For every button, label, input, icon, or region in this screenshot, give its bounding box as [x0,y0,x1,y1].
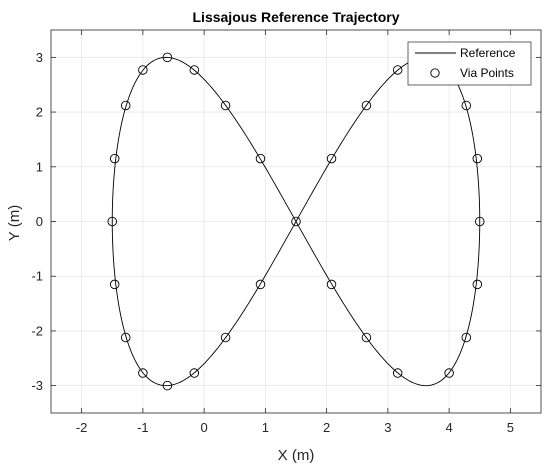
y-tick-label: -1 [31,269,43,284]
via-point-marker [220,332,231,343]
x-tick-label: 5 [507,420,514,435]
via-point-marker [162,52,173,63]
via-point-marker [361,100,372,111]
via-point-marker [138,368,148,378]
via-point-marker [444,368,454,378]
via-point-marker [162,380,173,391]
via-point-marker [461,332,472,343]
via-point-marker [461,100,472,111]
x-tick-label: 3 [384,420,391,435]
legend-label-reference: Reference [460,46,516,60]
legend-marker-swatch [430,68,440,78]
legend: Reference Via Points [407,41,532,86]
via-point-marker [326,279,337,290]
y-tick-label: 3 [36,50,43,65]
y-tick-label: 0 [36,214,43,229]
via-point-marker [472,279,483,290]
via-point-marker [255,153,266,164]
y-tick-label: -3 [31,378,43,393]
ticks: -2 -1 0 1 2 3 4 5 -3 -2 -1 0 1 2 3 [31,30,541,435]
x-tick-label: 0 [201,420,208,435]
chart-title: Lissajous Reference Trajectory [193,9,400,25]
via-point-marker [189,368,200,378]
series-layer [107,52,485,391]
x-tick-label: -2 [76,420,88,435]
x-tick-label: 4 [446,420,453,435]
reference-trajectory-line [111,56,481,387]
via-point-marker [291,216,301,227]
via-point-marker [392,368,403,378]
via-point-marker [361,332,372,343]
y-tick-label: -2 [31,323,43,338]
via-point-marker [255,279,266,290]
via-point-marker [475,216,485,227]
legend-box [407,41,532,86]
via-point-marker [107,216,117,227]
via-point-marker [120,332,131,343]
x-tick-label: 2 [323,420,330,435]
via-point-marker [189,65,200,75]
via-point-marker [392,65,403,75]
y-tick-label: 2 [36,105,43,120]
y-axis-label: Y (m) [6,205,23,241]
y-tick-label: 1 [36,159,43,174]
via-point-marker [109,153,120,164]
legend-label-via-points: Via Points [460,66,514,80]
x-tick-label: 1 [262,420,269,435]
via-point-marker [326,153,337,164]
via-point-marker [220,100,231,111]
via-point-marker [120,100,131,111]
via-point-marker [472,153,483,164]
x-tick-label: -1 [137,420,149,435]
via-point-marker [138,65,148,75]
via-point-marker [109,279,120,290]
x-axis-label: X (m) [278,447,315,464]
